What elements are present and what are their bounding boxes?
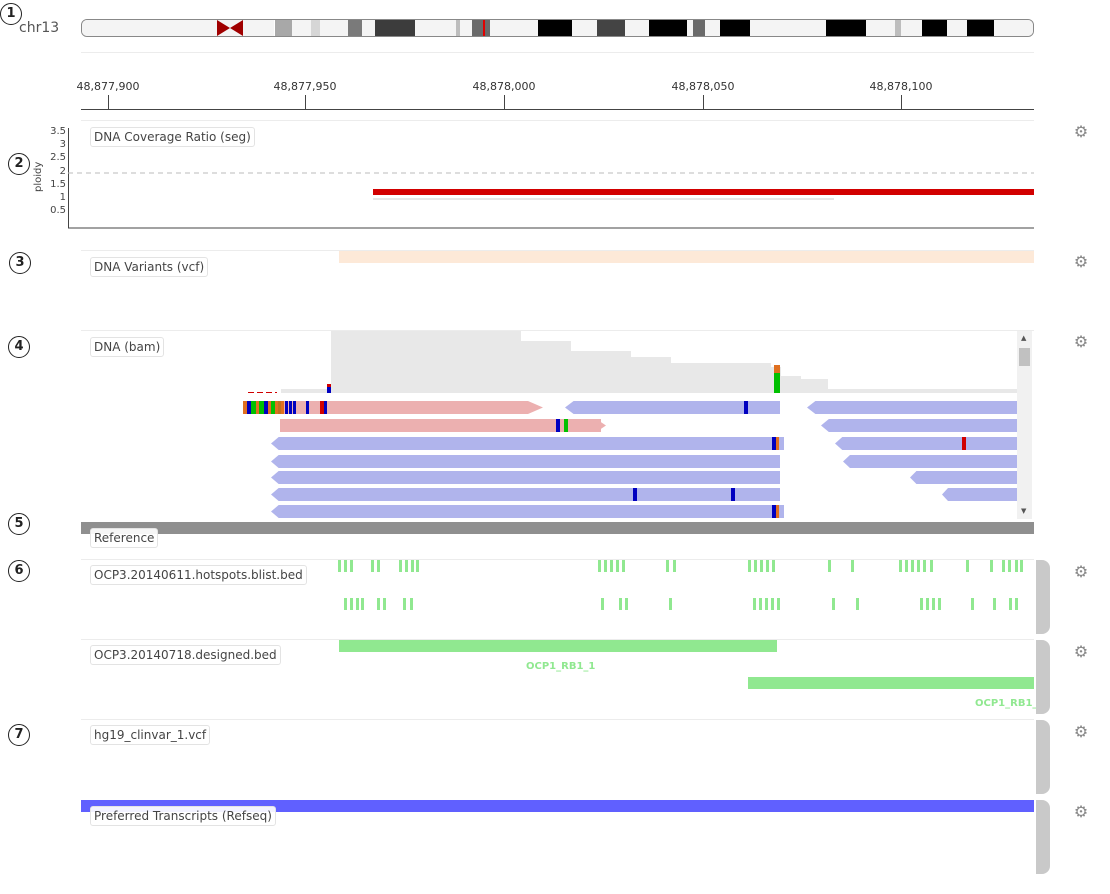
gear-icon[interactable]: ⚙ — [1073, 802, 1089, 821]
ruler-tick — [901, 95, 902, 109]
track-separator — [81, 120, 1034, 121]
scroll-up-icon[interactable]: ▲ — [1021, 334, 1027, 342]
reference-sequence-bar[interactable] — [81, 522, 1034, 534]
chromosome-ideogram[interactable] — [81, 19, 1034, 37]
scroll-down-icon[interactable]: ▼ — [1021, 507, 1027, 515]
track-label: Reference — [90, 528, 159, 548]
gear-icon[interactable]: ⚙ — [1073, 722, 1089, 741]
track-resize-handle[interactable] — [1036, 720, 1050, 794]
y-tick-label: 2.5 — [50, 152, 66, 163]
track-label: DNA Variants (vcf) — [90, 257, 209, 277]
callout-7: 7 — [8, 724, 30, 746]
ruler-label: 48,878,100 — [869, 80, 933, 93]
ruler-tick — [703, 95, 704, 109]
reverse-read[interactable] — [910, 471, 1017, 484]
track-separator — [81, 330, 1034, 331]
track-label: DNA (bam) — [90, 337, 165, 357]
reverse-read[interactable] — [843, 455, 1017, 468]
ruler-tick — [504, 95, 505, 109]
track-label: hg19_clinvar_1.vcf — [90, 725, 211, 745]
track-label: OCP3.20140611.hotspots.blist.bed — [90, 565, 307, 585]
ruler-tick — [305, 95, 306, 109]
reverse-read[interactable] — [271, 471, 780, 484]
bed-feature-label: OCP1_RB1_1 — [526, 661, 596, 672]
chromosome-label: chr13 — [19, 20, 60, 36]
bam-track[interactable]: ▲ ▼ — [81, 331, 1034, 519]
track-separator — [81, 250, 1034, 251]
track-resize-handle[interactable] — [1036, 800, 1050, 874]
reverse-read[interactable] — [807, 401, 1017, 414]
track-label: OCP3.20140718.designed.bed — [90, 645, 281, 665]
reverse-read[interactable] — [271, 488, 780, 501]
reverse-read[interactable] — [821, 419, 1017, 432]
ruler-tick — [108, 95, 109, 109]
hotspot-features — [338, 560, 1023, 610]
track-label: DNA Coverage Ratio (seg) — [90, 127, 255, 147]
y-tick-label: 1.5 — [50, 179, 66, 190]
ruler-baseline — [81, 109, 1034, 110]
track-resize-handle[interactable] — [1036, 560, 1050, 634]
hotspots-track[interactable] — [81, 560, 1034, 635]
coordinate-ruler[interactable]: 48,877,900 48,877,950 48,878,000 48,878,… — [77, 78, 1034, 110]
coverage-plot — [68, 128, 1034, 229]
y-tick-label: 2 — [59, 166, 66, 177]
y-tick-label: 3.5 — [50, 126, 66, 137]
scrollbar-thumb[interactable] — [1019, 348, 1030, 366]
track-separator — [81, 639, 1034, 640]
ruler-label: 48,878,000 — [472, 80, 536, 93]
gear-icon[interactable]: ⚙ — [1073, 332, 1089, 351]
coverage-track[interactable]: ploidy 3.5 3 2.5 2 1.5 1 0.5 DNA Coverag… — [33, 120, 1034, 230]
variant-region[interactable] — [339, 251, 1034, 263]
coverage-segment — [373, 189, 1034, 195]
callout-4: 4 — [8, 336, 30, 358]
reverse-read[interactable] — [271, 437, 784, 450]
transcript-bar[interactable] — [81, 800, 1034, 812]
reverse-read[interactable] — [942, 488, 1017, 501]
callout-3: 3 — [9, 252, 31, 274]
callout-2: 2 — [8, 153, 30, 175]
y-tick-label: 1 — [59, 192, 66, 203]
callout-1: 1 — [0, 3, 22, 25]
read-coverage-histogram — [248, 331, 1017, 393]
forward-read[interactable] — [243, 401, 543, 414]
gear-icon[interactable]: ⚙ — [1073, 122, 1089, 141]
reverse-read[interactable] — [271, 505, 784, 518]
ploidy-axis-title: ploidy — [33, 161, 44, 192]
bam-scrollbar[interactable]: ▲ ▼ — [1017, 331, 1032, 519]
callout-6: 6 — [8, 560, 30, 582]
callout-5: 5 — [8, 513, 30, 535]
bed-feature-label: OCP1_RB1_ — [975, 698, 1038, 709]
track-separator — [81, 559, 1034, 560]
y-tick-label: 0.5 — [50, 205, 66, 216]
bed-feature[interactable] — [339, 640, 777, 652]
reverse-read[interactable] — [835, 437, 1017, 450]
y-tick-label: 3 — [59, 139, 66, 150]
track-separator — [81, 719, 1034, 720]
forward-read[interactable] — [481, 419, 601, 432]
reverse-read[interactable] — [565, 401, 780, 414]
ruler-label: 48,877,950 — [273, 80, 337, 93]
track-label: Preferred Transcripts (Refseq) — [90, 806, 276, 826]
gear-icon[interactable]: ⚙ — [1073, 642, 1089, 661]
gear-icon[interactable]: ⚙ — [1073, 252, 1089, 271]
reverse-read[interactable] — [271, 455, 780, 468]
ideogram-divider — [81, 52, 1034, 53]
ruler-label: 48,877,900 — [76, 80, 140, 93]
track-resize-handle[interactable] — [1036, 640, 1050, 714]
ruler-label: 48,878,050 — [671, 80, 735, 93]
ideogram-bands — [82, 20, 1033, 36]
bed-feature[interactable] — [748, 677, 1034, 689]
gear-icon[interactable]: ⚙ — [1073, 562, 1089, 581]
